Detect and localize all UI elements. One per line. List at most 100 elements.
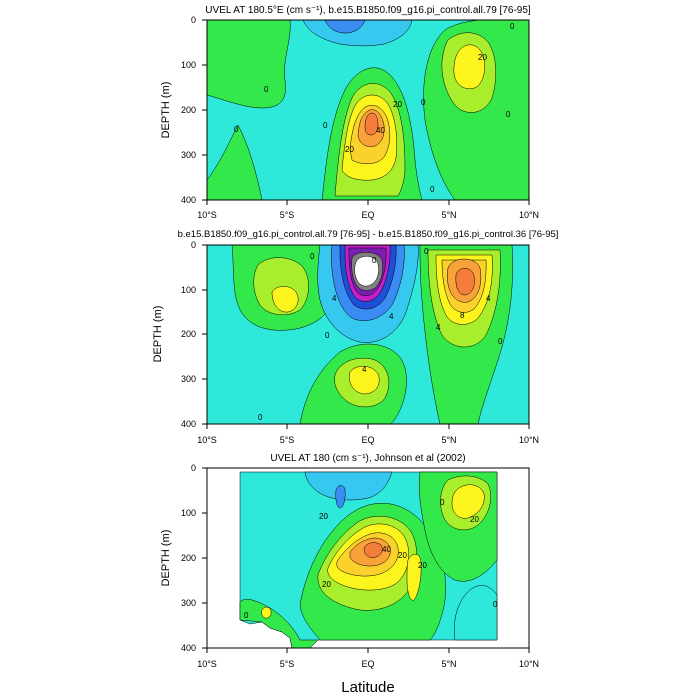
- panel-3-contour-labels: 20 40 20 20 20 20 0 0 0: [244, 498, 498, 620]
- panel-2-contour-label: 8: [460, 311, 465, 320]
- y-tick-label: 400: [181, 643, 196, 653]
- panel-2-contour-label: 0: [424, 247, 429, 256]
- panel-1-contour-label: 0: [421, 98, 426, 107]
- panel-3-y-ticks: [202, 467, 207, 649]
- x-tick-label: EQ: [361, 659, 374, 669]
- x-tick-label: 10°S: [197, 659, 217, 669]
- panel-3-contour-label: 40: [382, 545, 391, 554]
- y-tick-label: 100: [181, 60, 196, 70]
- panel-1-x-axis: 10°S 5°S EQ 5°N 10°N: [197, 210, 539, 220]
- panel-3-contour-label: 20: [398, 551, 407, 560]
- panel-1-contour-label: 0: [234, 125, 239, 134]
- panel-2-title: b.e15.B1850.f09_g16.pi_control.all.79 [7…: [178, 229, 559, 240]
- panel-2-contour-label: 0: [258, 413, 263, 422]
- panel-1-region-necc-yellow: [453, 44, 485, 89]
- panel-1-title: UVEL AT 180.5°E (cm s⁻¹), b.e15.B1850.f0…: [205, 5, 531, 16]
- panel-2-ylabel: DEPTH (m): [152, 306, 164, 363]
- y-tick-label: 200: [181, 553, 196, 563]
- panel-1-region-surface-blue: [324, 20, 366, 34]
- panel-3-y-axis: 0 100 200 300 400: [181, 463, 196, 653]
- panel-1-contour-label: 0: [264, 85, 269, 94]
- x-tick-label: 5°N: [441, 435, 456, 445]
- panel-1-contour-fill: [207, 20, 529, 200]
- panel-3-contour-label: 20: [322, 580, 331, 589]
- y-tick-label: 300: [181, 374, 196, 384]
- panel-3-region-euc-core: [363, 542, 383, 558]
- panel-2-region-eq-core: [354, 256, 379, 287]
- panel-1-region-south-deep-green: [207, 124, 263, 200]
- panel-3-contour-label: 0: [244, 611, 249, 620]
- panel-2-region-deep-yellow: [349, 366, 380, 395]
- panel-2-contour-label: 4: [332, 294, 337, 303]
- panel-1-ylabel: DEPTH (m): [160, 82, 172, 139]
- panel-2-contour-label: 0: [498, 337, 503, 346]
- panel-1-contour-label: 0: [323, 121, 328, 130]
- y-tick-label: 100: [181, 508, 196, 518]
- panel-1-contour-label: 20: [478, 53, 487, 62]
- x-tick-label: 10°S: [197, 435, 217, 445]
- x-tick-label: EQ: [361, 435, 374, 445]
- x-tick-label: 5°N: [441, 210, 456, 220]
- y-tick-label: 300: [181, 598, 196, 608]
- panel-1-contour-label: 20: [345, 145, 354, 154]
- y-tick-label: 400: [181, 419, 196, 429]
- panel-3-contour-label: 0: [493, 600, 498, 609]
- panel-3: UVEL AT 180 (cm s⁻¹), Johnson et al (200…: [160, 453, 539, 696]
- x-tick-label: 5°S: [280, 659, 295, 669]
- panel-3-contour-label: 0: [440, 498, 445, 507]
- panel-2-contour-label: 4: [389, 312, 394, 321]
- panel-2-contour-label: 4: [436, 323, 441, 332]
- x-tick-label: EQ: [361, 210, 374, 220]
- panel-1-y-ticks: [202, 19, 207, 201]
- panel-1-contour-label: 0: [506, 110, 511, 119]
- panel-2-contour-fill: [207, 245, 529, 424]
- panel-3-region-deep-green: [239, 598, 319, 648]
- panel-3-title: UVEL AT 180 (cm s⁻¹), Johnson et al (200…: [270, 453, 465, 464]
- x-tick-label: 5°S: [280, 435, 295, 445]
- y-tick-label: 300: [181, 150, 196, 160]
- panel-1-y-axis: 0 100 200 300 400: [181, 15, 196, 205]
- panel-1-region-south-green: [207, 20, 291, 109]
- y-tick-label: 0: [191, 15, 196, 25]
- panel-2-y-axis: 0 100 200 300 400: [181, 240, 196, 429]
- x-tick-label: 10°N: [519, 435, 539, 445]
- y-tick-label: 0: [191, 240, 196, 250]
- y-tick-label: 200: [181, 329, 196, 339]
- panel-2-x-ticks: [206, 424, 530, 429]
- panel-3-region-north-yellow-streak: [406, 554, 422, 601]
- panel-1-x-ticks: [206, 200, 530, 205]
- panel-2-region-south-yellow: [271, 286, 299, 313]
- panel-3-region-deep-small-yellow: [261, 606, 272, 619]
- panel-3-contour-label: 20: [418, 561, 427, 570]
- panel-3-x-axis: 10°S 5°S EQ 5°N 10°N: [197, 659, 539, 669]
- panel-3-contour-label: 20: [470, 515, 479, 524]
- x-tick-label: 10°N: [519, 659, 539, 669]
- x-tick-label: 10°S: [197, 210, 217, 220]
- panel-1-contour-label: 0: [430, 185, 435, 194]
- panel-2-region-north-dark-orange: [455, 268, 475, 296]
- panel-2-contour-label: 4: [486, 294, 491, 303]
- panel-3-region-surface-blue: [335, 485, 346, 509]
- panel-2-contour-label: 4: [362, 365, 367, 374]
- panel-1-contour-labels: 0 0 0 0 0 0 0 20 40 20 20: [234, 22, 515, 194]
- x-tick-label: 5°S: [280, 210, 295, 220]
- panel-2-y-ticks: [202, 244, 207, 425]
- panel-3-contour-fill: [239, 471, 498, 648]
- panel-1-contour-label: 20: [393, 100, 402, 109]
- panel-1-contour-label: 0: [510, 22, 515, 31]
- panel-3-x-ticks: [206, 648, 530, 653]
- x-tick-label: 5°N: [441, 659, 456, 669]
- panel-3-region-north-yellow: [451, 484, 485, 519]
- panel-2-contour-labels: 0 0 0 0 0 4 4 4 4 4 8 0: [258, 247, 503, 422]
- panel-1-region-euc-core: [364, 112, 379, 136]
- y-tick-label: 200: [181, 105, 196, 115]
- panel-1: UVEL AT 180.5°E (cm s⁻¹), b.e15.B1850.f0…: [160, 5, 539, 220]
- panel-2-x-axis: 10°S 5°S EQ 5°N 10°N: [197, 435, 539, 445]
- y-tick-label: 100: [181, 285, 196, 295]
- y-tick-label: 400: [181, 195, 196, 205]
- panel-3-xlabel: Latitude: [341, 679, 394, 696]
- panel-2: b.e15.B1850.f09_g16.pi_control.all.79 [7…: [152, 229, 558, 445]
- y-tick-label: 0: [191, 463, 196, 473]
- x-tick-label: 10°N: [519, 210, 539, 220]
